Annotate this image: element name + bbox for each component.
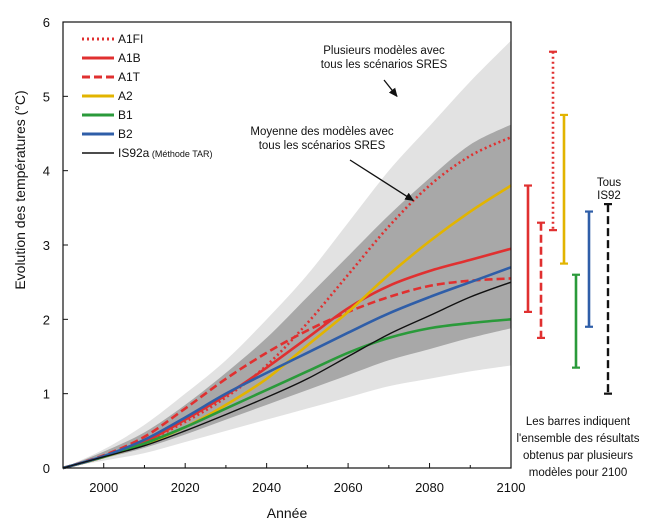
annotations: Plusieurs modèles avec tous les scénarios… [250,45,448,201]
legend-label-suffix: (Méthode TAR) [149,149,212,159]
series-line-b1 [62,318,512,470]
y-tick-label: 4 [43,164,50,179]
envelope-model-mean [63,124,511,468]
scenario-lines [62,136,512,470]
annotation-text-1: Plusieurs modèles avec [323,45,445,57]
y-axis-title: Evolution des températures (°C) [12,90,28,289]
note-line-4: modèles pour 2100 [529,467,627,479]
legend-label-b2: B2 [118,127,133,141]
annotation-arrow-1 [383,79,398,98]
y-tick-label: 1 [43,387,50,402]
annotation-text-2: Moyenne des modèles avec [250,126,393,138]
y-tick-label: 6 [43,15,50,30]
y-tick-label: 3 [43,238,50,253]
annotation-text-2: tous les scénarios SRES [259,140,386,152]
x-tick-label: 2000 [89,480,118,495]
x-tick-label: 2100 [497,480,526,495]
x-tick-label: 2040 [252,480,281,495]
x-tick-label: 2060 [334,480,363,495]
y-axis-ticks: 0 1 2 3 4 5 6 [43,15,68,476]
legend-label-a2: A2 [118,89,133,103]
legend: A1FI A1B A1T A2 B1 B2 IS92a (Méthode TAR) [82,32,213,160]
range-bars-2100 [524,50,612,395]
note-line-3: obtenus par plusieurs [523,450,633,462]
legend-label-a1t: A1T [118,70,141,84]
y-tick-label: 5 [43,89,50,104]
x-axis-ticks: 2000 2020 2040 2060 2080 2100 [62,463,526,495]
legend-label-b1: B1 [118,108,133,122]
x-tick-label: 2080 [415,480,444,495]
legend-label-is92a: IS92a (Méthode TAR) [118,146,213,160]
series-line-b2 [62,266,512,470]
note-line-1: Les barres indiquent [526,416,631,428]
y-tick-label: 2 [43,312,50,327]
x-axis-title: Année [267,505,308,521]
series-line-is92a [62,281,512,469]
x-tick-label: 2020 [171,480,200,495]
tous-label-line2: IS92 [597,190,621,202]
legend-label-a1b: A1B [118,51,141,65]
tous-label-line1: Tous [597,177,622,189]
uncertainty-envelopes [63,40,511,468]
legend-label-a1fi: A1FI [118,32,143,46]
annotation-arrow-2 [349,159,415,201]
envelope-all-models [63,40,511,468]
note-line-2: l'ensemble des résultats [516,433,639,445]
series-line-a1t [62,277,512,470]
annotation-text-1: tous les scénarios SRES [321,59,448,71]
y-tick-label: 0 [43,461,50,476]
